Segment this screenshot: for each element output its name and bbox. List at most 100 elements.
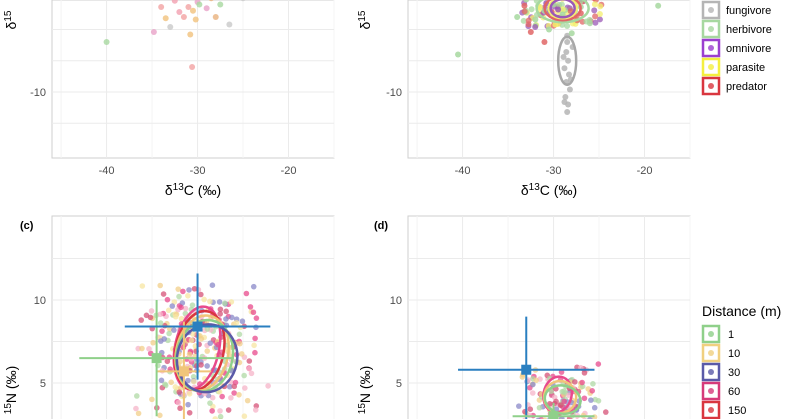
data-point-predator	[541, 39, 548, 45]
data-point	[238, 351, 245, 357]
data-point	[533, 377, 539, 384]
chart-marks	[79, 0, 662, 419]
data-point	[190, 374, 197, 380]
data-point	[157, 412, 163, 419]
data-point	[185, 4, 192, 10]
data-point	[516, 403, 522, 409]
data-point	[236, 391, 242, 398]
data-point	[528, 6, 535, 13]
data-point	[591, 1, 598, 8]
data-point	[209, 408, 215, 414]
data-point	[179, 300, 186, 306]
y-axis-title-b: δ15	[357, 10, 373, 29]
x-tick-label: -40	[455, 165, 471, 177]
data-point	[223, 308, 229, 315]
data-point	[157, 311, 164, 318]
data-point	[175, 286, 182, 292]
ellipse-guild	[543, 0, 582, 22]
x-tick-label: -20	[281, 165, 297, 177]
data-point	[149, 396, 155, 403]
panel-label-d: (d)	[374, 220, 388, 232]
data-point	[237, 340, 243, 347]
data-point	[185, 377, 191, 384]
data-point	[162, 15, 169, 22]
data-point	[592, 19, 599, 26]
data-point-fungivore	[563, 49, 570, 55]
data-point-fungivore	[561, 99, 568, 105]
legend-label-fungivore: fungivore	[726, 5, 771, 17]
centroid-10	[178, 366, 189, 377]
data-point	[581, 370, 588, 376]
data-point	[158, 377, 165, 384]
data-point	[588, 397, 594, 403]
data-point	[217, 311, 223, 317]
legend-distance: 1 10 30 60 150	[701, 324, 746, 419]
ellipse-fungivore	[556, 35, 578, 86]
data-point	[558, 369, 565, 375]
data-point	[207, 340, 214, 346]
data-point	[176, 9, 183, 15]
data-point	[239, 318, 246, 325]
legend-label-dist-150: 150	[728, 405, 746, 417]
data-point	[248, 370, 255, 377]
data-point	[247, 304, 254, 310]
data-point	[188, 337, 195, 344]
data-point	[564, 23, 571, 30]
data-point	[561, 388, 567, 395]
data-point	[160, 291, 167, 297]
ellipse-distance	[175, 323, 239, 394]
data-point	[178, 315, 185, 322]
data-point	[148, 308, 155, 314]
x-tick-label: -30	[546, 165, 562, 177]
data-point-fungivore	[564, 39, 571, 45]
data-point	[520, 17, 527, 24]
data-point	[222, 300, 228, 307]
data-point	[217, 408, 223, 414]
data-point	[180, 288, 186, 295]
data-point	[596, 16, 603, 23]
data-point	[244, 397, 251, 404]
data-point	[252, 407, 259, 413]
data-point-predator	[527, 29, 534, 35]
legend-label-dist-30: 30	[728, 367, 740, 379]
data-point	[135, 410, 142, 417]
legend-dot-parasite	[708, 64, 714, 70]
centroid-30	[192, 321, 203, 332]
data-point	[595, 398, 602, 404]
data-point	[561, 398, 567, 405]
data-point	[590, 381, 596, 387]
data-point	[252, 349, 258, 356]
legend-guild: fungivore herbivore omnivore parasite predat…	[701, 0, 772, 96]
x-tick-label: -40	[99, 165, 115, 177]
data-point	[231, 383, 238, 390]
data-point	[208, 0, 214, 2]
data-point-herbivore	[586, 20, 593, 27]
panel-label-c: (c)	[20, 220, 34, 232]
data-point	[143, 312, 150, 319]
data-point-herbivore	[546, 26, 552, 33]
data-point	[168, 379, 174, 386]
data-point	[240, 0, 246, 2]
data-point	[595, 361, 602, 367]
data-point	[164, 296, 171, 303]
data-point	[532, 23, 539, 30]
data-point	[185, 292, 191, 299]
data-point	[572, 379, 578, 385]
data-point	[186, 287, 192, 293]
data-point	[597, 3, 604, 10]
data-point	[198, 362, 204, 368]
y-tick-label: 5	[396, 378, 402, 390]
data-point	[185, 401, 191, 408]
data-point	[529, 390, 536, 396]
data-point	[186, 409, 193, 416]
data-point-omnivore	[555, 6, 562, 13]
legend-dot-fungivore	[708, 7, 714, 13]
data-point	[177, 358, 183, 365]
legend-dot-omnivore	[708, 45, 714, 51]
data-point-fungivore	[560, 54, 567, 60]
data-point	[591, 404, 598, 411]
data-point	[165, 307, 172, 314]
data-point	[231, 390, 237, 396]
data-point	[191, 378, 197, 385]
data-point	[167, 24, 174, 30]
